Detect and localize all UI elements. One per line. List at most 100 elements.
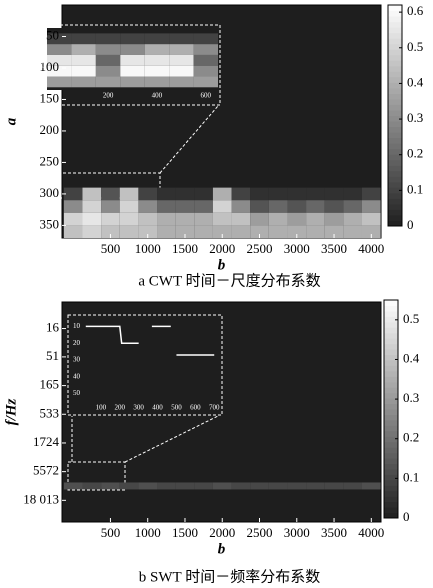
heat-cell — [82, 482, 102, 490]
heat-cell — [47, 76, 72, 88]
heat-cell — [144, 54, 170, 66]
inset-x-tick-label: 300 — [133, 404, 144, 412]
colorbar-step — [384, 370, 398, 377]
heat-cell — [63, 225, 83, 238]
colorbar-step — [384, 485, 398, 492]
y-tick-label: 250 — [40, 153, 60, 168]
heat-cell — [193, 65, 218, 77]
colorbar-step — [384, 468, 398, 475]
heat-cell — [47, 44, 72, 55]
x-axis-label: b — [218, 541, 226, 557]
heat-cell — [194, 187, 213, 201]
colorbar-step — [384, 305, 398, 312]
heat-cell — [306, 212, 325, 226]
heat-cell — [120, 54, 145, 66]
inset-y-tick-label: 80 — [38, 61, 46, 69]
heat-cell — [194, 482, 213, 490]
heat-cell — [250, 200, 269, 213]
colorbar-step — [384, 512, 398, 519]
colorbar-step — [384, 392, 398, 399]
y-axis-label: f/Hz — [3, 399, 19, 426]
x-tick-label: 500 — [101, 525, 121, 540]
colorbar-step — [388, 98, 402, 105]
heat-cell — [324, 225, 344, 238]
heat-cell — [169, 65, 194, 77]
heat-cell — [175, 482, 195, 490]
inset-x-tick-label: 600 — [201, 92, 212, 100]
colorbar-step — [384, 419, 398, 426]
colorbar-tick-label: 0.4 — [403, 350, 420, 365]
colorbar-step — [384, 441, 398, 448]
heat-cell — [268, 225, 288, 238]
colorbar-step — [384, 425, 398, 432]
colorbar-step — [384, 365, 398, 372]
colorbar-tick-label: 0 — [407, 217, 414, 232]
heat-cell — [193, 33, 218, 45]
y-tick-label: 18 013 — [23, 491, 59, 506]
heat-cell — [101, 212, 120, 226]
heat-cell — [95, 33, 121, 45]
y-tick-label: 200 — [40, 122, 60, 137]
heat-cell — [119, 187, 139, 201]
heat-cell — [306, 225, 325, 238]
inset-x-tick-label: 600 — [190, 404, 201, 412]
colorbar-step — [388, 209, 402, 216]
heat-cell — [119, 200, 139, 213]
heat-cell — [343, 200, 362, 213]
colorbar-step — [388, 104, 402, 111]
colorbar-step — [384, 430, 398, 437]
heat-cell — [101, 482, 120, 490]
colorbar-step — [388, 132, 402, 139]
heat-cell — [120, 33, 145, 45]
heat-cell — [193, 76, 218, 88]
heat-cell — [268, 482, 288, 490]
inset-x-tick-label: 700 — [209, 404, 220, 412]
heat-cell — [361, 200, 381, 213]
colorbar-step — [388, 198, 402, 205]
colorbar-step — [384, 354, 398, 361]
x-tick-label: 1000 — [135, 525, 161, 540]
colorbar-step — [388, 109, 402, 116]
colorbar-step — [384, 463, 398, 470]
colorbar-step — [384, 409, 398, 415]
inset-y-tick-label: 50 — [73, 389, 81, 397]
heat-cell — [71, 65, 96, 77]
colorbar-step — [388, 148, 402, 155]
colorbar-tick-label: 0.6 — [407, 3, 424, 18]
y-tick-label: 350 — [40, 216, 60, 231]
x-tick-label: 2000 — [209, 241, 235, 256]
x-tick-label: 2500 — [247, 241, 273, 256]
y-tick-label: 16 — [46, 320, 60, 335]
colorbar-step — [388, 121, 402, 128]
colorbar-step — [388, 187, 402, 194]
heat-cell — [343, 212, 362, 226]
heat-cell — [47, 54, 72, 66]
colorbar-step — [384, 359, 398, 366]
heat-cell — [343, 225, 362, 238]
colorbar-step — [388, 93, 402, 100]
colorbar-step — [388, 32, 402, 39]
heat-cell — [268, 200, 288, 213]
colorbar-step — [388, 159, 402, 166]
x-tick-label: 1500 — [172, 241, 198, 256]
heat-cell — [287, 187, 307, 201]
y-tick-label: 100 — [40, 59, 60, 74]
heat-cell — [212, 200, 232, 213]
x-tick-label: 2000 — [209, 525, 235, 540]
colorbar-step — [384, 507, 398, 514]
heat-cell — [157, 482, 176, 490]
heat-cell — [212, 225, 232, 238]
heat-cell — [95, 76, 121, 88]
heat-cell — [194, 200, 213, 213]
heat-cell — [101, 225, 120, 238]
heat-cell — [175, 225, 195, 238]
colorbar-tick-label: 0.5 — [403, 311, 419, 326]
colorbar-tick-label: 0.2 — [403, 430, 419, 445]
heat-cell — [63, 482, 83, 490]
inset-x-tick-label: 200 — [115, 404, 126, 412]
colorbar-step — [384, 321, 398, 328]
colorbar-step — [388, 220, 402, 227]
zoom-box — [67, 461, 126, 491]
x-tick-label: 4000 — [358, 525, 384, 540]
